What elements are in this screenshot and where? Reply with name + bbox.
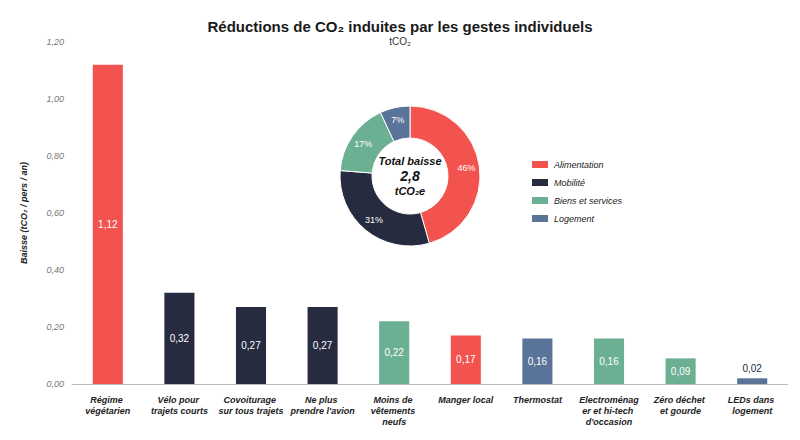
svg-text:1,12: 1,12 [98,219,118,230]
svg-text:Alimentation: Alimentation [553,160,604,170]
svg-text:neufs: neufs [382,417,406,427]
svg-text:0,40: 0,40 [46,265,64,275]
svg-text:0,00: 0,00 [46,379,64,389]
svg-text:Thermostat: Thermostat [513,395,563,405]
svg-text:trajets courts: trajets courts [151,406,208,416]
svg-text:Régime: Régime [90,395,125,405]
svg-text:0,80: 0,80 [46,151,64,161]
svg-text:Biens et services: Biens et services [554,196,623,206]
svg-text:Zéro déchet: Zéro déchet [653,395,708,405]
svg-text:0,27: 0,27 [313,340,333,351]
svg-text:1,00: 1,00 [46,94,64,104]
svg-text:prendre l'avion: prendre l'avion [290,406,356,416]
svg-text:Moins de: Moins de [373,395,415,405]
svg-text:Baisse (tCO₂ / pers / an): Baisse (tCO₂ / pers / an) [19,162,29,264]
svg-text:tCO₂: tCO₂ [389,36,411,47]
svg-text:Covoiturage: Covoiturage [223,395,278,405]
svg-text:vêtements: vêtements [371,406,418,416]
svg-text:0,20: 0,20 [46,322,64,332]
svg-text:Vélo pour: Vélo pour [157,395,201,405]
svg-text:Réductions de CO₂ induites par: Réductions de CO₂ induites par les geste… [207,18,592,35]
svg-text:7%: 7% [391,115,404,125]
svg-text:Ne plus: Ne plus [305,395,340,405]
svg-text:Manger local: Manger local [438,395,494,405]
svg-text:17%: 17% [354,139,372,149]
svg-text:0,22: 0,22 [384,347,404,358]
svg-text:0,17: 0,17 [456,354,476,365]
svg-text:sur tous trajets: sur tous trajets [218,406,283,416]
svg-text:Total baisse: Total baisse [378,155,441,167]
svg-text:46%: 46% [457,163,475,173]
svg-text:31%: 31% [365,215,383,225]
svg-text:Mobilité: Mobilité [554,178,585,188]
svg-text:0,02: 0,02 [742,363,762,374]
svg-text:d'occasion: d'occasion [586,417,633,427]
svg-text:logement: logement [732,406,773,416]
svg-text:2,8: 2,8 [399,168,420,184]
svg-text:Logement: Logement [554,214,595,224]
svg-text:0,27: 0,27 [241,340,261,351]
svg-text:végétarien: végétarien [85,406,131,416]
svg-text:0,09: 0,09 [671,366,691,377]
svg-text:0,16: 0,16 [528,356,548,367]
svg-text:tCO₂e: tCO₂e [395,185,425,197]
svg-text:Electroménag: Electroménag [579,395,639,405]
svg-text:1,20: 1,20 [46,37,64,47]
svg-text:0,16: 0,16 [599,356,619,367]
svg-text:LEDs dans: LEDs dans [728,395,777,405]
svg-text:0,60: 0,60 [46,208,64,218]
svg-text:er et hi-tech: er et hi-tech [582,406,636,416]
svg-text:0,32: 0,32 [170,333,190,344]
svg-text:et gourde: et gourde [660,406,701,416]
